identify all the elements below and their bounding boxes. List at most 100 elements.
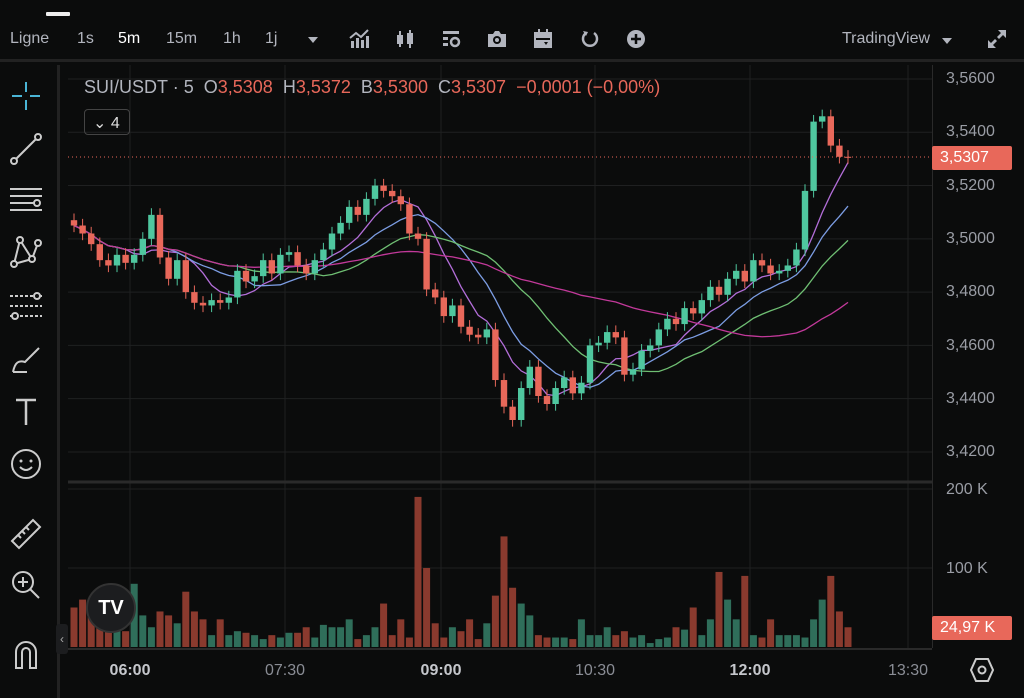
interval-15m[interactable]: 15m [166, 30, 198, 47]
symbol-name[interactable]: SUI/USDT [84, 77, 168, 97]
more-intervals-chevron-icon[interactable] [302, 28, 324, 50]
brand-chevron-icon[interactable] [940, 29, 954, 51]
candle [638, 350, 645, 370]
indicators-toggle[interactable]: ⌄ 4 [84, 109, 130, 135]
calendar-icon[interactable] [532, 28, 554, 50]
volume-bar [646, 643, 654, 647]
candle [483, 329, 490, 338]
drag-handle[interactable] [46, 12, 70, 16]
volume-bar [448, 627, 456, 647]
candle [647, 345, 654, 351]
horizontal-lines-icon[interactable] [9, 183, 43, 217]
fullscreen-icon[interactable] [986, 28, 1008, 50]
volume-bar [70, 607, 78, 647]
brush-icon[interactable] [9, 342, 43, 376]
candle [629, 369, 637, 375]
indicators-count: 4 [110, 115, 120, 132]
volume-bar [302, 627, 310, 647]
ruler-icon[interactable] [9, 517, 43, 551]
close-label: C [438, 77, 451, 97]
candle [475, 334, 482, 338]
trend-line-icon[interactable] [9, 132, 43, 166]
symbol-legend: SUI/USDT · 5 O3,5308 H3,5372 B3,5300 C3,… [84, 77, 660, 98]
close-value: 3,5307 [451, 77, 507, 97]
volume-bar [216, 619, 224, 647]
price-label: 3,5200 [946, 177, 995, 194]
volume-bar [311, 637, 319, 647]
candle [96, 244, 103, 261]
candle [578, 382, 585, 394]
candle [234, 270, 241, 298]
interval-5m[interactable]: 5m [118, 30, 141, 47]
candle [363, 198, 370, 215]
candle [225, 297, 232, 303]
candle [819, 116, 826, 122]
volume-bar [294, 632, 302, 647]
volume-bar [345, 619, 353, 647]
low-label: B [360, 77, 373, 97]
price-axis[interactable]: 3,5600 3,5400 3,5200 3,5000 3,4800 3,460… [932, 65, 1024, 648]
brand-menu[interactable]: TradingView [842, 30, 931, 47]
emoji-icon[interactable] [9, 447, 43, 481]
volume-bar [552, 637, 560, 647]
time-label: 07:30 [264, 662, 306, 679]
tradingview-logo[interactable]: TV [86, 583, 136, 633]
volume-bar [500, 536, 508, 647]
price-label: 3,4800 [946, 283, 995, 300]
candle [337, 222, 344, 234]
candle [741, 270, 748, 282]
change-value: −0,0001 (−0,00%) [516, 77, 661, 97]
text-icon[interactable] [9, 395, 43, 429]
volume-bar [603, 627, 611, 647]
volume-bar [586, 635, 594, 647]
camera-icon[interactable] [486, 28, 508, 50]
volume-bar [509, 587, 517, 647]
volume-bar [87, 611, 95, 647]
moving-average-line [73, 224, 849, 373]
templates-icon[interactable] [440, 28, 462, 50]
magnet-icon[interactable] [9, 638, 43, 672]
replay-icon[interactable] [579, 28, 601, 50]
candle [346, 206, 353, 223]
volume-bar [732, 619, 740, 647]
settings-icon[interactable] [970, 657, 994, 683]
candle [784, 265, 791, 271]
volume-bar [147, 627, 155, 647]
volume-bar [741, 575, 749, 647]
volume-bar [835, 611, 843, 647]
fib-retracement-icon[interactable] [9, 289, 43, 323]
crosshair-icon[interactable] [9, 79, 43, 113]
candles-icon[interactable] [394, 28, 416, 50]
interval-1h[interactable]: 1h [223, 30, 241, 47]
candle [767, 265, 774, 274]
volume-bar [620, 631, 628, 647]
volume-bar [104, 627, 112, 647]
pattern-icon[interactable] [9, 235, 43, 269]
candle [320, 249, 327, 261]
candle [414, 233, 422, 239]
candle [827, 116, 834, 146]
candle [776, 270, 783, 274]
volume-bar [165, 615, 173, 647]
add-icon[interactable] [625, 28, 647, 50]
candle [500, 380, 508, 407]
time-axis[interactable]: 06:00 07:30 09:00 10:30 12:00 13:30 [68, 648, 932, 690]
volume-bar [612, 635, 620, 647]
interval-1s[interactable]: 1s [77, 30, 94, 47]
candle [174, 260, 181, 279]
zoom-in-icon[interactable] [9, 568, 43, 602]
volume-bar [827, 575, 835, 647]
interval-1d[interactable]: 1j [265, 30, 278, 47]
collapse-toolbar-button[interactable]: ‹ [56, 624, 68, 654]
volume-bar [663, 637, 671, 647]
indicators-icon[interactable] [348, 28, 370, 50]
interval-label: · 5 [172, 77, 194, 97]
low-value: 3,5300 [372, 77, 428, 97]
candle [105, 260, 112, 266]
last-volume-tag: 24,97 K [932, 616, 1012, 640]
volume-bar [431, 623, 439, 647]
open-label: O [203, 77, 218, 97]
last-price-tag: 3,5307 [932, 146, 1012, 170]
chart-type-button[interactable]: Ligne [10, 30, 50, 47]
